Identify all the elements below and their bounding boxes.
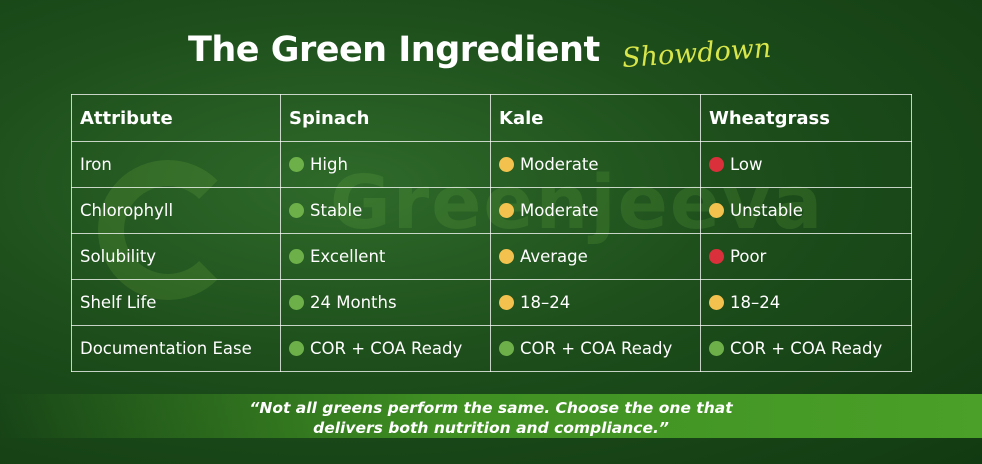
yellow-status-dot-icon [499,203,514,218]
table-row: Chlorophyll Stable Moderate Unstable [71,187,912,234]
table-row: Documentation Ease COR + COA Ready COR + C… [71,325,912,372]
rating-text: COR + COA Ready [730,339,883,358]
table-header-row: Attribute Spinach Kale Wheatgrass [71,94,912,142]
column-header: Attribute [71,94,281,142]
rating-cell: Low [700,141,912,188]
column-header: Spinach [280,94,491,142]
page-title: The Green Ingredient [188,30,600,70]
rating-cell: Excellent [280,233,491,280]
red-status-dot-icon [709,157,724,172]
green-status-dot-icon [289,295,304,310]
column-header: Wheatgrass [700,94,912,142]
rating-text: Moderate [520,155,599,174]
quote-line: “Not all greens perform the same. Choose… [249,399,733,417]
rating-text: Average [520,247,588,266]
rating-cell: Stable [280,187,491,234]
rating-cell: 18–24 [490,279,701,326]
rating-cell: Unstable [700,187,912,234]
table-row: Iron High Moderate Low [71,141,912,188]
rating-text: 18–24 [520,293,571,312]
rating-text: High [310,155,348,174]
rating-cell: Poor [700,233,912,280]
rating-cell: COR + COA Ready [700,325,912,372]
red-status-dot-icon [709,249,724,264]
table-row: Shelf Life 24 Months 18–24 18–24 [71,279,912,326]
comparison-table: Attribute Spinach Kale Wheatgrass Iron Hi… [71,94,912,372]
rating-cell: Moderate [490,141,701,188]
green-status-dot-icon [289,157,304,172]
rating-text: Poor [730,247,767,266]
rating-text: COR + COA Ready [520,339,673,358]
rating-text: Excellent [310,247,386,266]
rating-text: 18–24 [730,293,781,312]
rating-text: Moderate [520,201,599,220]
rating-cell: 18–24 [700,279,912,326]
quote-banner [0,394,982,438]
table-row: Solubility Excellent Average Poor [71,233,912,280]
attribute-cell: Iron [71,141,281,188]
rating-text: COR + COA Ready [310,339,463,358]
rating-cell: 24 Months [280,279,491,326]
rating-cell: COR + COA Ready [280,325,491,372]
attribute-cell: Solubility [71,233,281,280]
yellow-status-dot-icon [709,295,724,310]
rating-cell: COR + COA Ready [490,325,701,372]
rating-text: Stable [310,201,363,220]
rating-text: Unstable [730,201,803,220]
yellow-status-dot-icon [499,249,514,264]
yellow-status-dot-icon [709,203,724,218]
attribute-cell: Documentation Ease [71,325,281,372]
rating-text: Low [730,155,763,174]
attribute-cell: Chlorophyll [71,187,281,234]
title-script-word: Showdown [621,32,773,75]
rating-cell: Moderate [490,187,701,234]
quote-line: delivers both nutrition and compliance.” [313,419,669,437]
rating-cell: Average [490,233,701,280]
green-status-dot-icon [499,341,514,356]
quote-text: “Not all greens perform the same. Choose… [0,398,982,438]
rating-cell: High [280,141,491,188]
green-status-dot-icon [289,249,304,264]
attribute-cell: Shelf Life [71,279,281,326]
green-status-dot-icon [289,203,304,218]
column-header: Kale [490,94,701,142]
green-status-dot-icon [289,341,304,356]
green-status-dot-icon [709,341,724,356]
rating-text: 24 Months [310,293,397,312]
yellow-status-dot-icon [499,157,514,172]
yellow-status-dot-icon [499,295,514,310]
